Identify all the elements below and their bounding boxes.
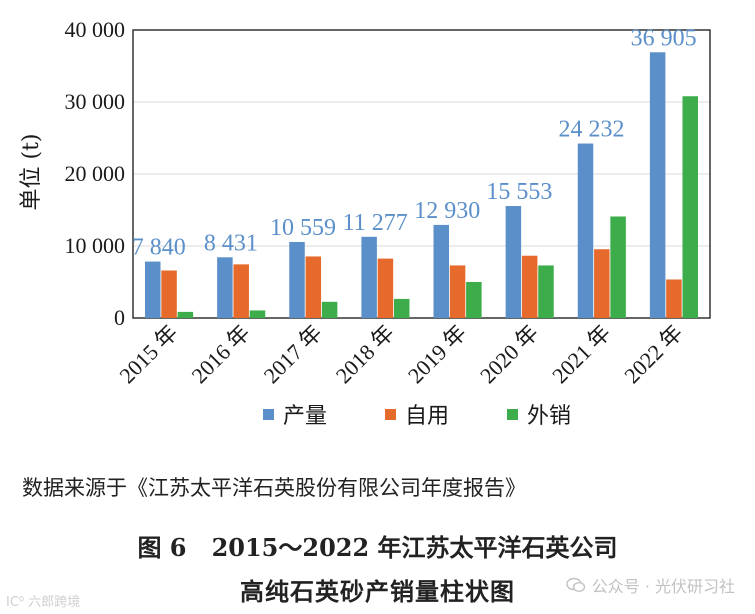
x-tick-label: 2019 年 [403,320,471,388]
legend-swatch-外销 [507,409,518,420]
data-label: 12 930 [414,198,480,224]
bar-外销-2016年 [249,310,266,318]
bar-自用-2017年 [305,256,322,318]
y-tick-label: 40 000 [65,17,126,42]
bar-自用-2015年 [161,270,177,318]
data-label: 7 840 [132,235,186,261]
legend-label-自用: 自用 [405,404,449,429]
bar-自用-2016年 [233,264,249,318]
bar-产量-2015年 [145,261,161,318]
data-label: 11 277 [343,210,408,236]
bar-产量-2016年 [217,257,233,318]
x-tick-label: 2021 年 [547,320,615,388]
bar-产量-2018年 [361,236,377,318]
bar-自用-2022年 [666,279,682,318]
source-note: 数据来源于《江苏太平洋石英股份有限公司年度报告》 [22,476,526,500]
wechat-icon [566,577,585,593]
bar-自用-2018年 [377,258,394,318]
bar-外销-2015年 [177,311,194,318]
bar-自用-2021年 [594,249,610,318]
bar-外销-2020年 [538,265,554,318]
legend: 产量 自用 外销 [263,404,571,429]
legend-swatch-产量 [263,409,274,420]
watermark-left: IC⁰ 六郎跨境 [6,595,81,610]
y-tick-labels: 0 10 000 20 000 30 000 40 000 [65,17,126,330]
legend-label-外销: 外销 [527,404,571,429]
y-tick-label: 20 000 [65,161,126,186]
bar-产量-2022年 [649,52,666,319]
x-tick-label: 2015 年 [114,320,182,388]
legend-label-产量: 产量 [283,404,327,429]
bar-自用-2020年 [521,255,538,318]
bar-自用-2019年 [449,265,466,318]
y-tick-label: 30 000 [65,89,126,114]
bar-产量-2021年 [577,143,594,318]
plot-frame [132,29,711,319]
data-label: 10 559 [270,215,336,241]
data-label: 36 905 [631,25,697,51]
x-tick-label: 2016 年 [186,320,254,388]
bar-外销-2018年 [393,298,410,318]
figure-caption-line2: 高纯石英砂产销量柱状图 [240,578,515,606]
data-label: 8 431 [204,230,258,256]
bars [145,52,698,319]
watermark-right: 公众号 · 光伏研习社 [566,573,735,597]
y-tick-label: 10 000 [65,233,126,258]
bar-产量-2017年 [289,241,305,318]
y-tick-label: 0 [114,305,125,330]
legend-swatch-自用 [385,409,396,420]
bar-产量-2019年 [433,224,450,318]
x-tick-label: 2017 年 [259,320,327,388]
bar-外销-2021年 [610,216,626,318]
bar-外销-2019年 [466,282,482,318]
data-label: 24 232 [559,117,625,143]
figure-caption-line1: 图 6 2015～2022 年江苏太平洋石英公司 [137,533,618,562]
y-axis-label: 单位 (t) [19,133,44,210]
x-tick-label: 2020 年 [475,320,543,388]
data-label: 15 553 [486,179,552,205]
watermark-right-text: 公众号 · 光伏研习社 [591,577,735,596]
x-tick-label: 2018 年 [331,320,399,388]
bar-产量-2020年 [505,206,522,318]
x-tick-label: 2022 年 [619,320,687,388]
bar-外销-2022年 [682,96,698,319]
bar-外销-2017年 [321,301,338,318]
x-tick-labels: 2015 年 2016 年 2017 年 2018 年 2019 年 2020 年 2021… [114,320,687,388]
